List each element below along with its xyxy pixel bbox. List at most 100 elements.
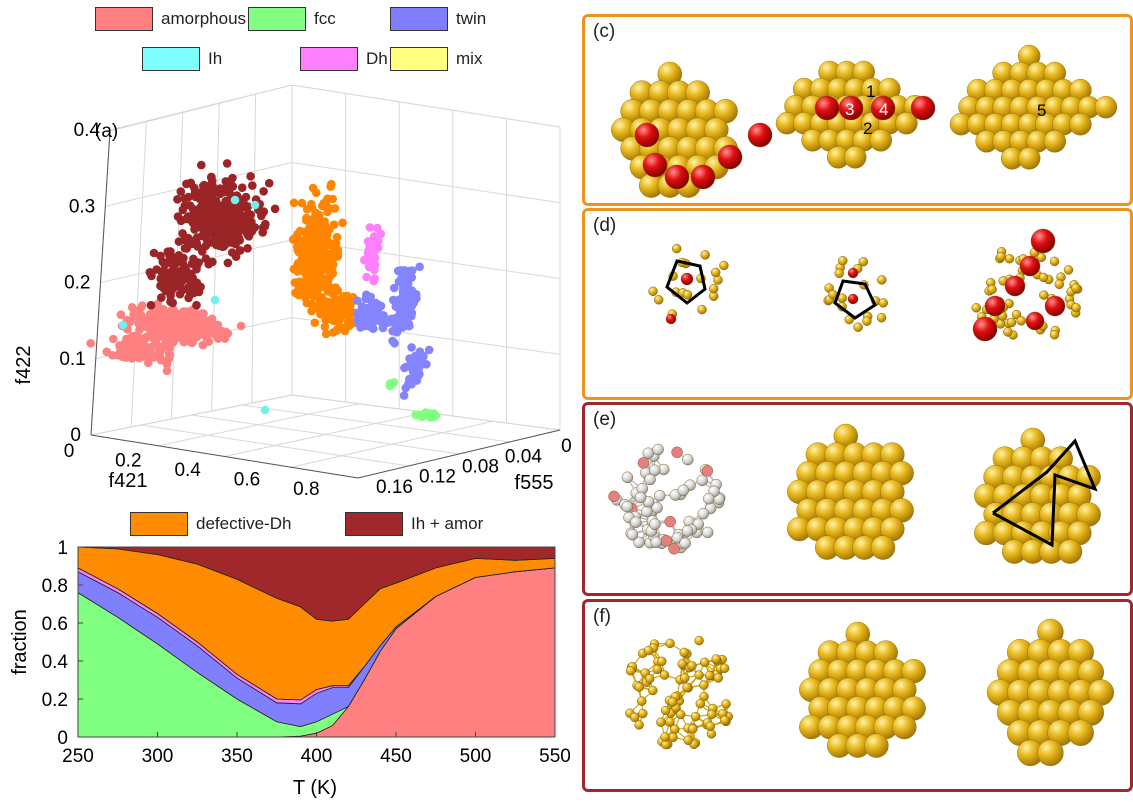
scatter-point: [353, 296, 362, 305]
legend-item-fcc: fcc: [248, 7, 336, 31]
legend-label: amorphous: [161, 9, 247, 28]
y-axis-label: f555: [515, 472, 554, 494]
scatter-point: [178, 229, 187, 238]
atom: [1071, 302, 1081, 313]
scatter-point: [297, 250, 307, 259]
scatter-point: [388, 295, 398, 305]
area-y-tick-label: 0.2: [42, 690, 68, 711]
scatter-point: [187, 311, 196, 320]
atom: [1019, 255, 1041, 277]
scatter-point: [313, 234, 322, 243]
y-tick-label: 0: [561, 436, 572, 457]
atom: [705, 721, 716, 732]
legend-item-ih-amor: Ih + amor: [345, 512, 483, 536]
legend-swatch: [390, 7, 448, 31]
legend-item-twin: twin: [390, 7, 486, 31]
atom: [895, 111, 918, 135]
scatter-point: [186, 284, 196, 294]
scatter-point: [424, 345, 434, 355]
atom: [668, 732, 678, 743]
atom: [864, 733, 889, 758]
atom: [1025, 311, 1045, 331]
atom: [996, 251, 1006, 262]
scatter-point: [354, 319, 364, 328]
atom: [664, 164, 690, 190]
atom: [720, 715, 730, 726]
atom: [717, 144, 743, 170]
cluster-f3: [986, 618, 1114, 767]
scatter-point: [302, 213, 311, 223]
scatter-point: [319, 255, 328, 265]
scatter-point: [330, 204, 340, 213]
scatter-point: [146, 300, 156, 310]
scatter-point: [399, 391, 409, 400]
atom: [671, 446, 683, 458]
scatter-point: [200, 198, 209, 207]
scatter-point: [126, 341, 135, 351]
scatter-point: [250, 200, 260, 210]
scatter-point: [405, 354, 414, 363]
scatter-point: [173, 212, 183, 221]
atom: [1094, 95, 1118, 119]
scatter-point: [195, 219, 204, 228]
scatter-point: [334, 306, 343, 316]
atom: [694, 635, 704, 646]
scatter-point: [168, 338, 178, 347]
scatter-point: [376, 229, 386, 239]
scatter-point: [344, 318, 354, 327]
scatter-point: [246, 210, 256, 219]
atom: [838, 256, 848, 266]
scatter-point: [158, 305, 167, 315]
atom: [708, 283, 719, 294]
atom: [700, 250, 710, 260]
scatter-point: [411, 410, 421, 420]
atom: [648, 286, 658, 297]
atom: [910, 95, 936, 121]
scatter-point: [366, 292, 376, 302]
scatter-point: [304, 228, 313, 238]
cluster-f1: [625, 635, 734, 750]
panel-c-clusters: 1 2 3 4 5: [611, 44, 1118, 198]
atom: [853, 322, 863, 332]
atom: [626, 528, 639, 541]
scatter-point: [173, 315, 183, 324]
atom: [747, 122, 773, 148]
scatter-point: [270, 204, 280, 214]
scatter-point: [390, 339, 399, 348]
scatter-point: [363, 248, 373, 257]
scatter-point: [195, 322, 205, 331]
scatter-point: [243, 202, 253, 211]
atom: [656, 717, 666, 727]
atom: [679, 537, 691, 550]
scatter-point: [209, 189, 218, 198]
atom: [1049, 256, 1060, 267]
scatter-point: [426, 413, 436, 422]
panel-c: (c) 1 2 3 4 5: [582, 14, 1133, 206]
scatter-point: [157, 268, 167, 278]
scatter-point: [162, 366, 172, 376]
marker-4: 4: [879, 100, 888, 119]
scatter-point: [188, 336, 197, 346]
scatter-point: [212, 202, 222, 211]
scatter-point: [149, 248, 159, 258]
atom: [697, 304, 707, 315]
atom: [680, 272, 694, 286]
x-tick-label: 0.4: [174, 460, 201, 481]
scatter-point: [374, 316, 383, 325]
scatter-point: [214, 237, 223, 246]
scatter-point: [401, 362, 411, 372]
atom: [671, 243, 682, 254]
atom: [719, 663, 730, 674]
atom: [1054, 279, 1064, 290]
atom: [653, 489, 666, 502]
scatter-point: [399, 311, 408, 320]
scatter-point: [302, 205, 312, 214]
atom: [878, 298, 888, 308]
legend-swatch: [248, 7, 306, 31]
scatter-point: [113, 350, 122, 360]
scatter-point: [264, 178, 274, 188]
scatter-point: [323, 276, 333, 286]
atom: [701, 526, 714, 539]
scatter-point: [316, 275, 326, 284]
scatter-point: [162, 284, 172, 294]
